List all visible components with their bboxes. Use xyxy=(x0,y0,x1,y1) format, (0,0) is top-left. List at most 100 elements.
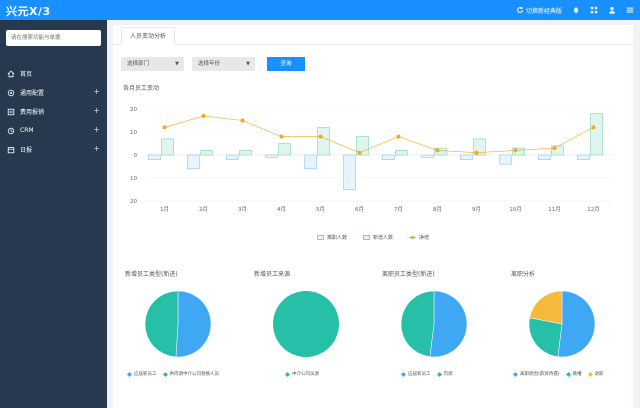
sidebar-item-expense[interactable]: 费用报销 + xyxy=(0,102,107,121)
tab-personnel-analysis[interactable]: 人员变动分析 xyxy=(121,27,176,45)
bell-icon[interactable] xyxy=(572,6,580,14)
legend-item[interactable]: 应届新员工 xyxy=(401,371,431,377)
legend-item[interactable]: 中介公司员源 xyxy=(285,371,319,377)
menu-icon[interactable] xyxy=(626,6,634,14)
bar-join-3 xyxy=(239,150,252,156)
sidebar-item-crm[interactable]: CRM + xyxy=(0,121,107,140)
legend-item[interactable]: 跳槽 xyxy=(565,371,582,377)
legend-item[interactable]: 应届新员工 xyxy=(127,371,157,377)
bar-left-3 xyxy=(226,154,239,160)
x-tick-label: 12月 xyxy=(587,206,600,213)
bar-left-6 xyxy=(343,154,356,190)
sidebar: 首页 通用配置 + 费用报销 + CRM + 日报 + xyxy=(0,20,107,408)
grid-icon[interactable] xyxy=(590,6,598,14)
pie-title-leave-type: 离职员工类型(新进) xyxy=(382,271,435,278)
department-select[interactable]: 选择部门 ▼ xyxy=(121,57,184,71)
bar-left-4 xyxy=(265,154,278,158)
caret-down-icon: ▼ xyxy=(175,61,179,67)
net-point-2 xyxy=(201,113,206,118)
app-logo[interactable]: 兴元X/3 xyxy=(6,5,51,18)
x-tick-label: 8月 xyxy=(433,206,442,213)
pie-new-source xyxy=(273,291,339,357)
pie-slice-1 xyxy=(273,291,339,357)
sidebar-item-label: 费用报销 xyxy=(20,109,45,116)
y-tick-label: 0 xyxy=(134,153,138,159)
legend-item[interactable]: 内调 xyxy=(436,371,453,377)
bar-left-8 xyxy=(421,154,434,158)
legend-item-join[interactable]: 新增人数 xyxy=(362,234,393,241)
year-select[interactable]: 选择年份 ▼ xyxy=(192,57,255,71)
x-tick-label: 1月 xyxy=(160,206,169,213)
sidebar-item-label: CRM xyxy=(20,127,34,134)
bar-join-7 xyxy=(395,150,408,156)
main-panel: 人员变动分析 选择部门 ▼ 选择年份 ▼ 查询 各月员工变动 20 10 0 10 20 1月… xyxy=(113,25,633,408)
monthly-change-chart: 20 10 0 10 20 1月 2月 3月 4月 5月 6月 7月 8月 9月 10月 11月 12月 xyxy=(130,107,613,213)
pie-legend-leave-type: 应届新员工 内调 xyxy=(401,371,453,377)
sidebar-item-home[interactable]: 首页 xyxy=(0,64,107,83)
expand-icon[interactable]: + xyxy=(93,125,100,134)
sidebar-item-label: 首页 xyxy=(20,71,33,78)
query-button[interactable]: 查询 xyxy=(267,57,305,71)
bar-join-10 xyxy=(512,147,525,156)
pie-slice-1 xyxy=(175,290,212,358)
pie-legend-leave-analysis: 离职原因(薪资待遇) 跳槽 退职 xyxy=(513,371,604,377)
legend-item-net[interactable]: 净增 xyxy=(409,234,429,241)
bar-join-1 xyxy=(161,138,174,156)
sidebar-item-daily-report[interactable]: 日报 + xyxy=(0,140,107,159)
x-tick-label: 4月 xyxy=(277,206,286,213)
diamond-icon xyxy=(401,371,406,377)
bar-left-11 xyxy=(538,154,551,160)
net-point-5 xyxy=(318,134,323,139)
pie-title-new-source: 新增员工来源 xyxy=(254,271,291,278)
net-point-6 xyxy=(357,150,362,155)
bar-left-9 xyxy=(460,154,473,160)
bar-left-10 xyxy=(499,154,512,165)
user-icon[interactable] xyxy=(608,6,616,14)
receipt-icon xyxy=(7,108,15,115)
net-point-9 xyxy=(474,150,479,155)
sidebar-menu: 首页 通用配置 + 费用报销 + CRM + 日报 + xyxy=(0,64,107,159)
y-tick-label: 10 xyxy=(130,176,137,182)
top-bar: 兴元X/3 切换新经典版 xyxy=(0,0,640,20)
pie-slice-3 xyxy=(529,290,563,325)
bar-join-5 xyxy=(317,127,330,156)
bar-left-2 xyxy=(187,154,200,170)
net-point-8 xyxy=(435,148,440,153)
diamond-icon xyxy=(127,371,132,377)
diamond-icon xyxy=(565,371,571,377)
net-point-12 xyxy=(591,125,596,130)
sidebar-item-label: 日报 xyxy=(20,147,33,154)
x-tick-label: 11月 xyxy=(548,206,561,213)
y-tick-label: 20 xyxy=(130,107,137,113)
bar-join-2 xyxy=(200,150,213,156)
switch-version-button[interactable]: 切换新经典版 xyxy=(516,6,562,15)
legend-item-left[interactable]: 离职人数 xyxy=(316,234,347,241)
sidebar-item-label: 通用配置 xyxy=(20,90,45,97)
search-input[interactable] xyxy=(6,30,101,46)
expand-icon[interactable]: + xyxy=(93,144,100,153)
legend-item[interactable]: 退职 xyxy=(587,371,604,377)
calendar-icon xyxy=(7,146,15,153)
refresh-icon xyxy=(517,6,523,13)
x-tick-label: 3月 xyxy=(238,206,247,213)
monthly-chart-title: 各月员工变动 xyxy=(123,85,160,92)
sidebar-item-general-config[interactable]: 通用配置 + xyxy=(0,83,107,102)
x-tick-label: 6月 xyxy=(355,206,364,213)
net-point-4 xyxy=(279,134,284,139)
expand-icon[interactable]: + xyxy=(93,87,100,96)
x-tick-label: 2月 xyxy=(199,206,208,213)
net-point-11 xyxy=(552,146,557,151)
x-tick-label: 10月 xyxy=(509,206,522,213)
pie-new-type xyxy=(144,290,212,358)
caret-down-icon: ▼ xyxy=(246,61,250,67)
expand-icon[interactable]: + xyxy=(93,106,100,115)
pie-title-new-type: 新增员工类型(新进) xyxy=(125,271,178,278)
net-point-10 xyxy=(513,148,518,153)
legend-item[interactable]: 离职原因(薪资待遇) xyxy=(513,371,560,377)
bar-join-4 xyxy=(278,143,291,156)
legend-item[interactable]: 供内调中介公司替换人员 xyxy=(162,371,219,377)
pie-legend-new-type: 应届新员工 供内调中介公司替换人员 xyxy=(127,371,219,377)
x-tick-label: 9月 xyxy=(472,206,481,213)
net-point-1 xyxy=(162,125,167,130)
x-tick-label: 7月 xyxy=(394,206,403,213)
